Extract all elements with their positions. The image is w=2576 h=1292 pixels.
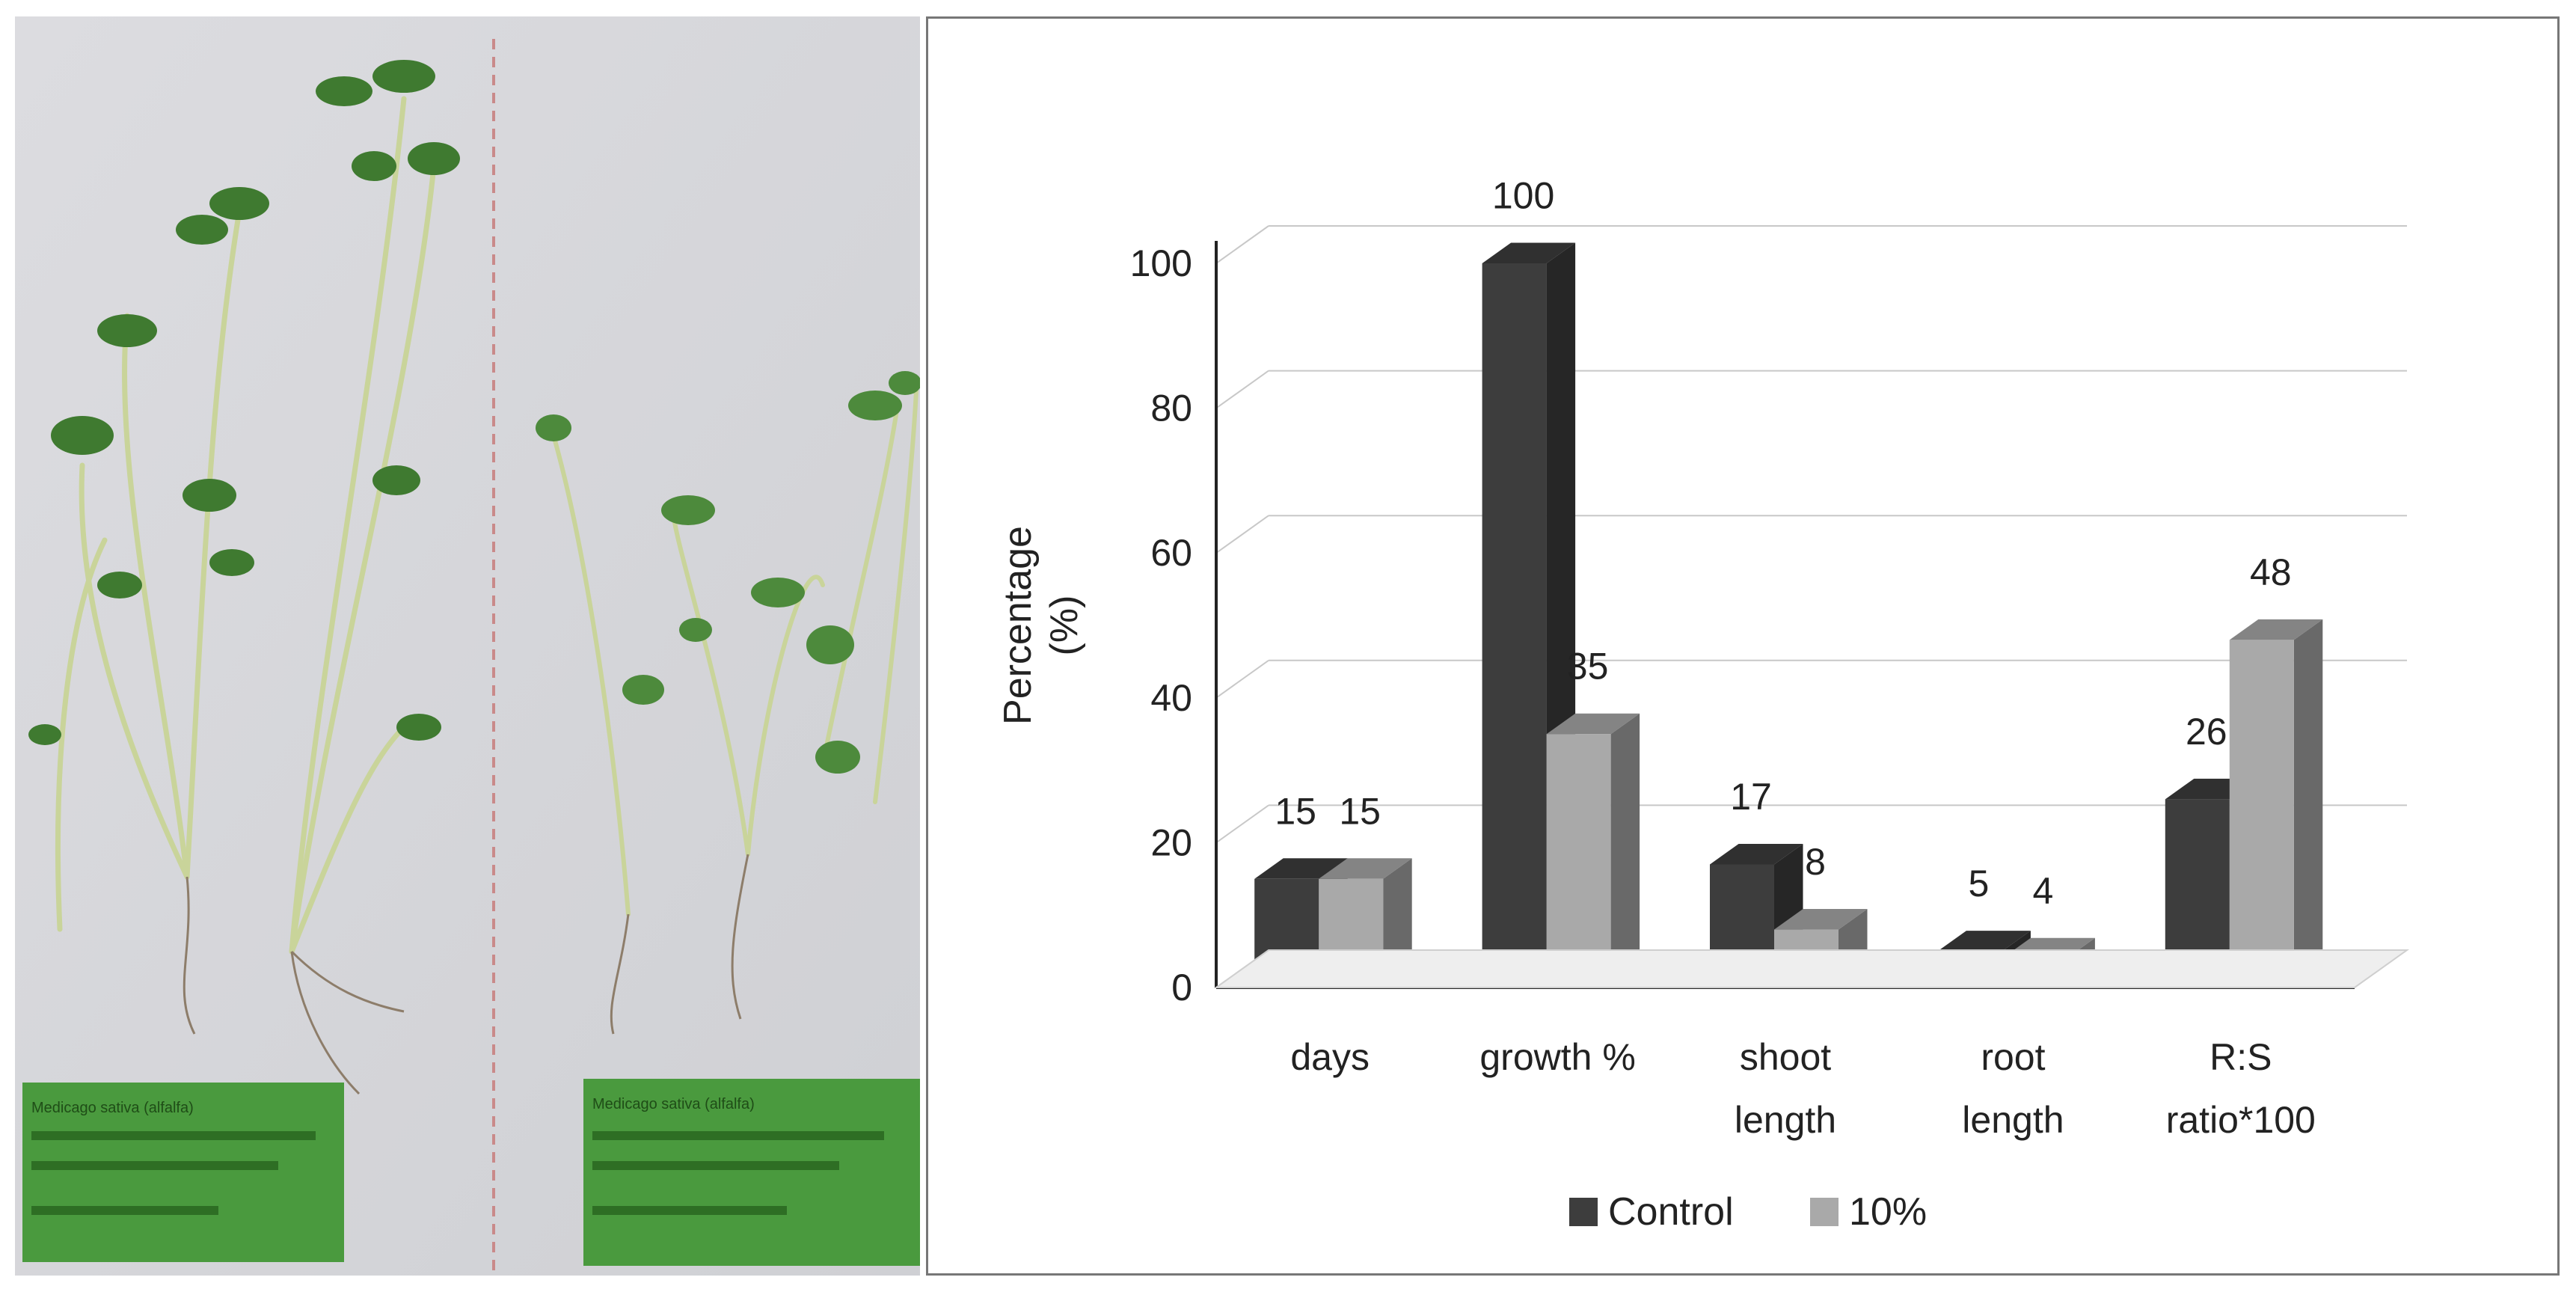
data-label: 26 — [2186, 711, 2227, 753]
x-tick-label: R:S — [2209, 1036, 2272, 1078]
y-axis-title: Percentage — [996, 526, 1040, 725]
bar-top — [1482, 242, 1576, 263]
bar-side — [2293, 619, 2323, 988]
bar-top — [1774, 909, 1868, 930]
bar-top — [1546, 713, 1640, 735]
x-tick-label: root — [1981, 1036, 2045, 1078]
data-label: 4 — [2032, 870, 2053, 912]
left-roots — [183, 876, 405, 1095]
bars-layer — [1254, 242, 2323, 988]
bar-top — [1319, 858, 1412, 879]
bar-top — [1710, 843, 1803, 865]
bar-chart: 0 20 40 60 80 100 Percentage (%) 15 15 days 100 35 g… — [996, 175, 2410, 1234]
bar-top — [2229, 619, 2323, 640]
photo-label-right-text: Medicago sativa (alfalfa) — [592, 1096, 755, 1112]
data-label: 35 — [1567, 646, 1609, 688]
bar-top — [1937, 931, 2031, 952]
data-label: 17 — [1730, 776, 1772, 818]
y-axis-title: (%) — [1043, 596, 1086, 656]
right-leaves — [536, 371, 920, 774]
y-tick-label: 100 — [1130, 242, 1192, 284]
bar-side — [1610, 713, 1640, 988]
gridline-diagonal-4 — [1215, 370, 1269, 409]
photo-label-right: Medicago sativa (alfalfa) — [583, 1079, 920, 1266]
x-tick-label: shoot — [1740, 1036, 1831, 1078]
gridline-diagonal-5 — [1215, 225, 1269, 264]
y-tick-label: 60 — [1150, 532, 1192, 574]
data-label: 15 — [1339, 790, 1381, 832]
x-tick-label: length — [1735, 1099, 1836, 1141]
legend-swatch — [1810, 1198, 1839, 1226]
seedling-photo: Medicago sativa (alfalfa) Medicago sativ… — [15, 16, 920, 1276]
y-tick-label: 40 — [1150, 677, 1192, 719]
y-tick-label: 0 — [1171, 967, 1192, 1008]
bar-10- — [2229, 640, 2294, 988]
x-tick-label: ratio*100 — [2166, 1099, 2316, 1141]
data-label: 100 — [1492, 175, 1554, 217]
y-tick-label: 20 — [1150, 821, 1192, 863]
data-label: 5 — [1968, 863, 1989, 904]
left-leaves — [28, 60, 460, 745]
y-tick-label: 80 — [1150, 388, 1192, 429]
gridline-diagonal-2 — [1215, 659, 1269, 699]
gridline-diagonal-3 — [1215, 515, 1269, 554]
bar-control — [1482, 263, 1547, 988]
gridline-diagonal-1 — [1215, 804, 1269, 844]
legend-swatch — [1569, 1198, 1598, 1226]
right-roots — [610, 854, 749, 1035]
legend-label: Control — [1608, 1190, 1734, 1234]
photo-board — [15, 16, 920, 1276]
photo-label-left: Medicago sativa (alfalfa) — [22, 1083, 344, 1262]
floor-plane — [1213, 949, 2410, 988]
left-seedlings — [55, 96, 437, 955]
axis-layer: 0 20 40 60 80 100 — [1130, 241, 2410, 1008]
data-label: 48 — [2250, 551, 2292, 593]
bar-top — [1254, 858, 1348, 879]
x-tick-label: days — [1290, 1036, 1370, 1078]
legend-layer: Control 10% — [1569, 1190, 1927, 1234]
photo-label-left-text: Medicago sativa (alfalfa) — [31, 1100, 194, 1116]
legend-label: 10% — [1849, 1190, 1927, 1234]
labels-layer: Percentage (%) 15 15 days 100 35 growth % 17 8 sho… — [996, 175, 2316, 1142]
data-label: 8 — [1805, 841, 1826, 883]
data-label: 15 — [1275, 790, 1316, 832]
x-tick-label: length — [1962, 1099, 2064, 1141]
bar-10- — [1546, 734, 1611, 988]
x-tick-label: growth % — [1479, 1036, 1635, 1078]
